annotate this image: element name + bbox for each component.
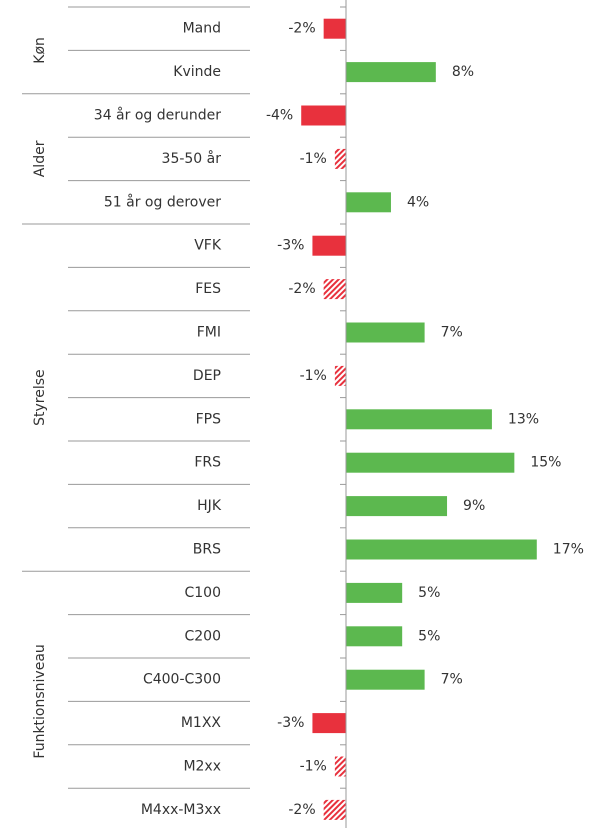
value-label: 17% bbox=[553, 542, 584, 558]
category-label: VFK bbox=[194, 238, 222, 254]
category-label: M4xx-M3xx bbox=[141, 802, 221, 818]
category-label: HJK bbox=[197, 498, 222, 514]
group-label: Styrelse bbox=[32, 369, 48, 426]
category-label: Kvinde bbox=[173, 64, 221, 80]
value-label: 15% bbox=[530, 455, 561, 471]
bar bbox=[346, 62, 436, 83]
value-label: 7% bbox=[441, 672, 463, 688]
bar bbox=[334, 148, 347, 169]
value-label: -2% bbox=[288, 21, 315, 37]
group-label: Funktionsniveau bbox=[32, 644, 48, 758]
value-label: -1% bbox=[300, 368, 327, 384]
group-label: Alder bbox=[32, 140, 48, 177]
bar bbox=[323, 279, 347, 300]
category-label: C100 bbox=[185, 585, 222, 601]
category-label: FPS bbox=[196, 411, 221, 427]
value-label: -2% bbox=[288, 802, 315, 818]
category-label: 35-50 år bbox=[162, 150, 222, 167]
bar bbox=[346, 496, 448, 517]
value-label: 5% bbox=[418, 585, 440, 601]
bar bbox=[346, 409, 492, 430]
bar bbox=[334, 756, 347, 777]
bar bbox=[334, 365, 347, 386]
value-label: -2% bbox=[288, 281, 315, 297]
bar bbox=[346, 539, 537, 560]
value-label: 4% bbox=[407, 194, 429, 210]
value-label: 13% bbox=[508, 411, 539, 427]
bar bbox=[323, 799, 347, 820]
bar bbox=[312, 235, 347, 256]
category-label: BRS bbox=[193, 542, 221, 558]
bar bbox=[346, 322, 425, 343]
bar bbox=[346, 626, 403, 647]
value-label: -3% bbox=[277, 715, 304, 731]
category-label: C400-C300 bbox=[143, 672, 221, 688]
category-label: DEP bbox=[193, 368, 221, 384]
group-label: Køn bbox=[32, 37, 48, 64]
category-label: Mand bbox=[183, 21, 221, 37]
value-label: -3% bbox=[277, 238, 304, 254]
value-label: 9% bbox=[463, 498, 485, 514]
category-label: FES bbox=[195, 281, 221, 297]
bar bbox=[312, 713, 347, 734]
category-label: FRS bbox=[194, 455, 221, 471]
value-label: 8% bbox=[452, 64, 474, 80]
category-label: C200 bbox=[185, 628, 222, 644]
bar bbox=[301, 105, 347, 126]
value-label: 5% bbox=[418, 628, 440, 644]
value-label: -4% bbox=[266, 108, 293, 124]
value-label: 7% bbox=[441, 325, 463, 341]
category-label: FMI bbox=[197, 325, 221, 341]
bar bbox=[346, 192, 391, 213]
bar bbox=[346, 582, 403, 603]
value-label: -1% bbox=[300, 759, 327, 775]
bar bbox=[346, 669, 425, 690]
category-label: M1XX bbox=[181, 715, 222, 731]
category-label: 34 år og derunder bbox=[94, 107, 221, 124]
bar bbox=[346, 452, 515, 473]
category-label: M2xx bbox=[183, 759, 221, 775]
category-label: 51 år og derover bbox=[104, 193, 221, 210]
value-label: -1% bbox=[300, 151, 327, 167]
bar bbox=[323, 18, 347, 39]
